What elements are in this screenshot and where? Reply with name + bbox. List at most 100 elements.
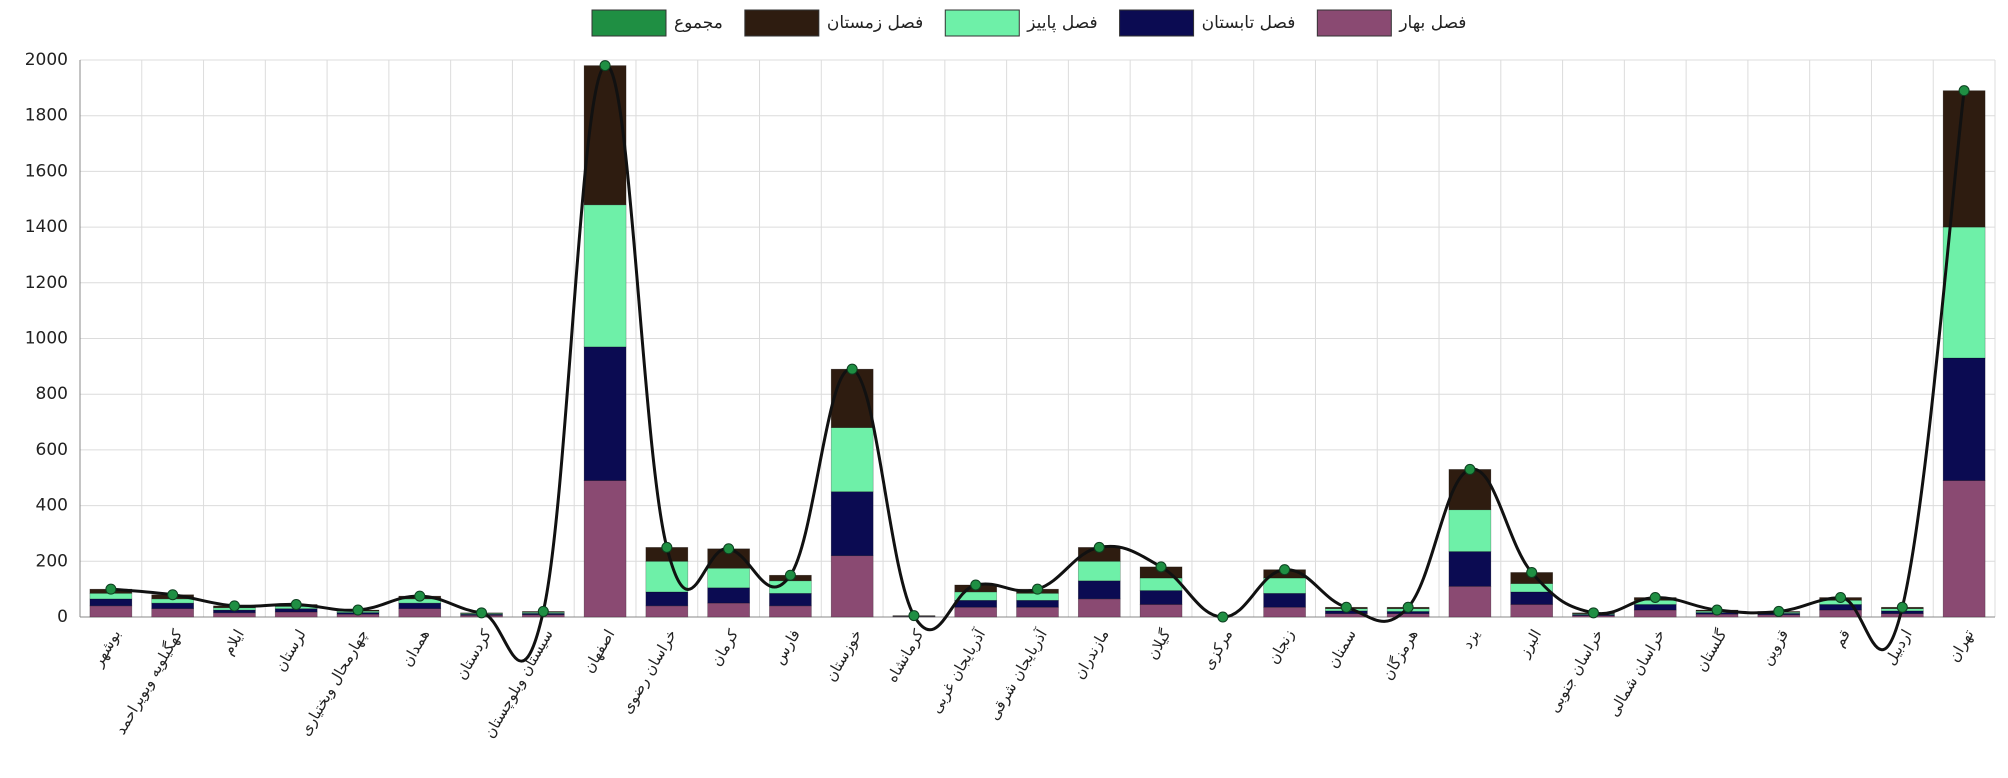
bar-segment [1016,606,1059,618]
total-point [1340,601,1352,613]
legend-label: فصل تابستان [1202,13,1296,33]
bar-segment [830,555,874,618]
x-tick-label: آذربایجان غربی [927,626,990,717]
y-tick-label: 200 [36,551,68,571]
bar-segment [398,608,442,618]
total-point [476,607,488,619]
x-tick-label: سمنان [1323,626,1359,671]
bar-segment [1077,598,1121,618]
bar-segment [1942,90,1986,228]
x-tick-label: همدان [398,626,433,669]
legend-label: فصل زمستان [827,13,923,33]
legend-label: فصل بهار [1398,13,1466,33]
bar-segment [583,65,627,206]
x-tick-label: خراسان شمالی [1604,626,1668,719]
total-point [1835,592,1847,604]
bar-segment [1448,586,1492,618]
y-tick-label: 1000 [25,329,68,349]
bar-segment [151,608,194,618]
bar-segment [89,598,133,607]
x-tick-label: خوزستان [821,626,865,684]
total-point [1958,85,1970,97]
legend-swatch [744,9,820,37]
total-point [1402,601,1414,613]
x-tick-label: کرمان [707,626,743,670]
x-tick-label: مرکزی [1199,626,1236,673]
total-point [414,590,426,602]
bar-segment [1942,480,1986,618]
bar-segment [583,346,627,481]
bar-segment [830,491,874,557]
bar-segment [707,602,750,618]
legend-swatch [591,9,667,37]
bar-segment [1386,613,1430,618]
x-tick-label: گلستان [1692,626,1731,675]
total-point [1155,561,1167,573]
bar-segment [151,602,194,609]
y-tick-label: 0 [57,607,68,627]
bar-segment [1633,604,1677,611]
bar-segment [1263,606,1306,618]
bar-segment [89,605,133,618]
x-tick-label: سیستان وبلوچستان [480,626,557,741]
bar-segment [583,480,627,618]
total-line [110,64,1966,663]
total-point [1587,607,1599,619]
x-tick-label: فارس [770,626,804,667]
x-tick-label: یزد [1458,626,1483,652]
bar-segment [213,612,256,618]
x-tick-label: زنجان [1264,626,1298,667]
bar-segment [769,593,812,607]
bar-segment [1633,609,1677,618]
total-point [167,589,179,601]
x-tick-label: البرز [1515,626,1545,661]
y-tick-label: 600 [36,440,68,460]
bar-segment [707,567,750,589]
bar-segment [1510,604,1553,618]
bar-segment [1139,590,1183,605]
x-tick-label: مازندران [1070,626,1113,682]
bar-segment [1016,599,1059,608]
total-point [599,60,611,72]
bar-segment [769,605,812,618]
legend-label: فصل پاییز [1026,13,1097,33]
x-tick-label: هرمزگان [1378,626,1421,683]
x-tick-label: کردستان [452,626,495,683]
y-tick-label: 1400 [25,217,68,237]
y-tick-label: 1200 [25,273,68,293]
x-tick-label: چهارمحال وبختیاری [296,626,371,739]
total-point [846,363,858,375]
y-tick-label: 800 [36,384,68,404]
bar-segment [1881,613,1924,618]
total-point [228,600,240,612]
legend-swatch [944,9,1020,37]
bar-segment [707,587,750,604]
total-point [537,605,549,617]
total-point [784,569,796,581]
total-point [352,604,364,616]
total-point [1896,601,1908,613]
x-tick-label: قم [1830,626,1854,650]
total-point [1093,541,1105,553]
bar-segment [274,611,318,618]
x-tick-label: ایلام [219,626,248,658]
bar-segment [645,591,689,607]
total-point [908,610,920,622]
bar-segment [1448,551,1492,587]
bar-segment [1942,357,1986,481]
bar-segment [1510,591,1553,605]
total-point [1032,583,1043,595]
x-tick-label: لرستان [271,626,309,674]
total-point [1711,604,1723,616]
bar-segment [1077,560,1121,582]
legend-swatch [1316,9,1392,37]
bar-segment [1263,593,1306,608]
total-point [970,579,982,591]
bar-segment [1448,509,1492,552]
bar-segment [830,427,874,492]
total-point [1464,463,1476,475]
bar-segment [954,606,998,618]
bar-segment [645,605,689,618]
bar-segment [1819,604,1862,611]
